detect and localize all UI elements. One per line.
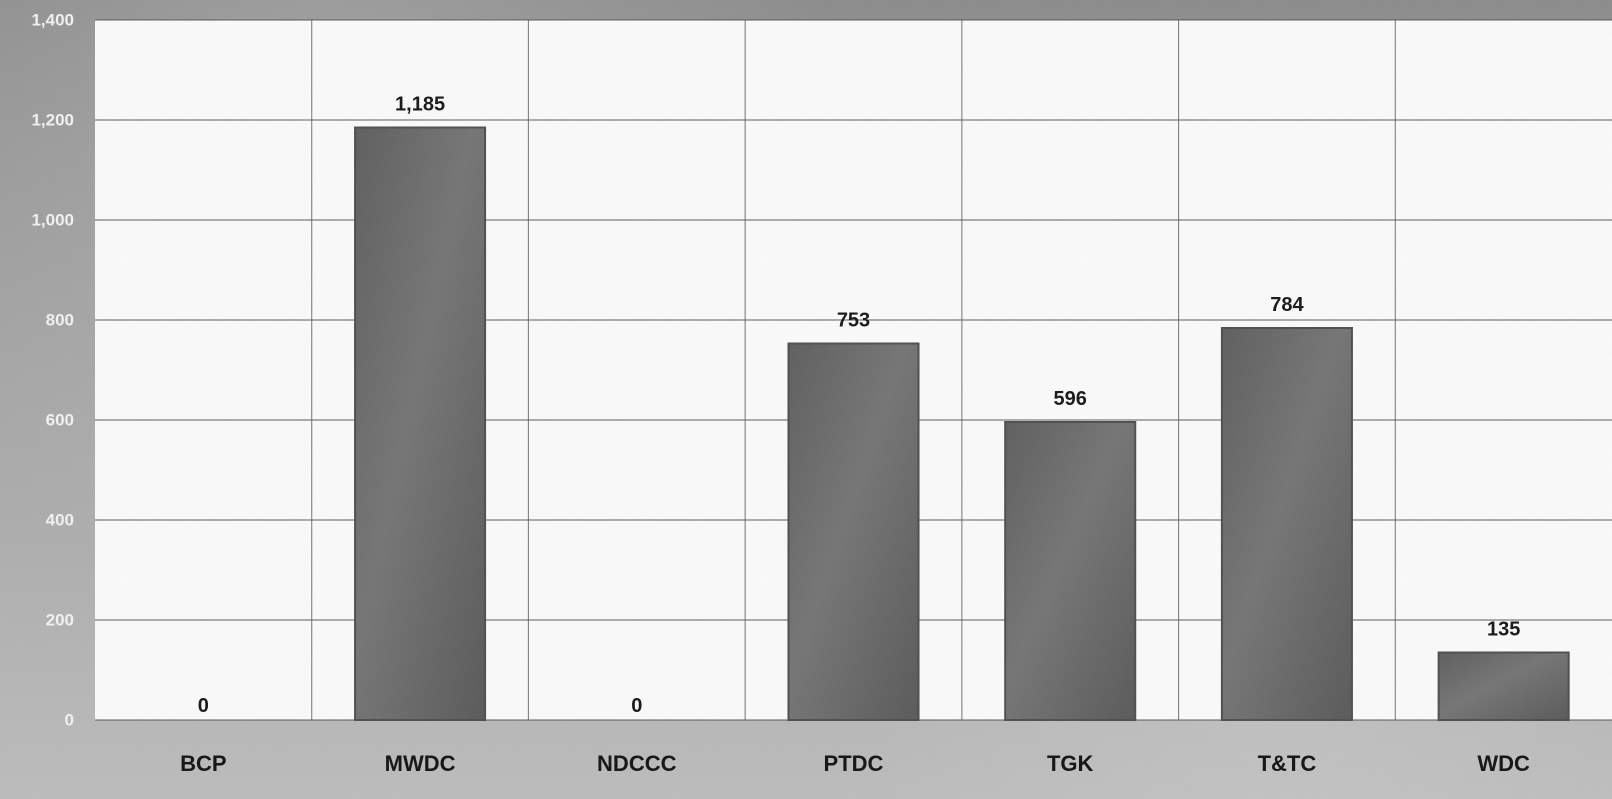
chart-root: 01,1850753596784135 02004006008001,0001,… bbox=[0, 0, 1612, 799]
paper-grain-overlay bbox=[0, 0, 1612, 799]
bar-chart: 01,1850753596784135 02004006008001,0001,… bbox=[0, 0, 1612, 799]
